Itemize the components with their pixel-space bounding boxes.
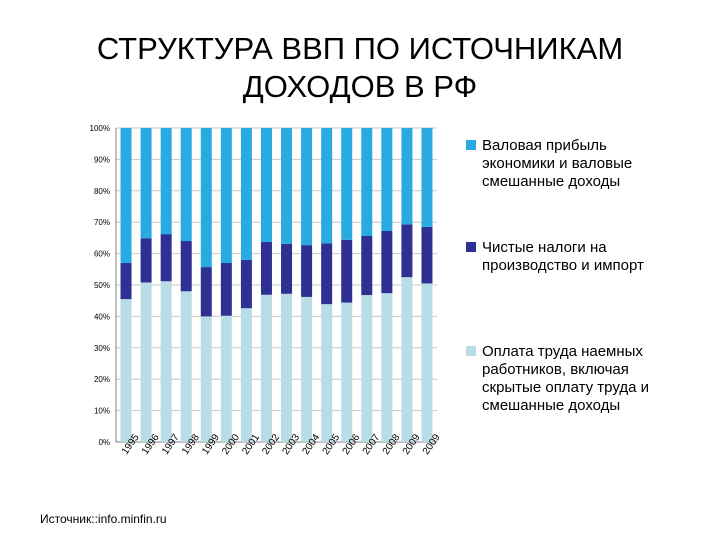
legend-label-wages: Оплата труда наемных работников, включая…: [482, 343, 649, 414]
bar-segment-taxes: [321, 243, 333, 305]
y-tick-label: 0%: [98, 438, 110, 447]
bar-segment-taxes: [220, 263, 232, 316]
chart-title-line-1: СТРУКТУРА ВВП ПО ИСТОЧНИКАМ: [96, 31, 624, 66]
bar-segment-taxes: [301, 245, 313, 297]
bar-segment-profit: [200, 128, 212, 268]
y-tick-label: 70%: [94, 218, 110, 227]
source-note: Источник::info.minfin.ru: [40, 512, 167, 526]
y-tick-label: 60%: [94, 250, 110, 259]
bar-segment-taxes: [260, 241, 272, 295]
bar-segment-profit: [260, 128, 272, 242]
bar-segment-taxes: [421, 226, 433, 284]
bar-segment-taxes: [140, 238, 152, 283]
bar-segment-wages: [341, 302, 353, 442]
bar-segment-taxes: [200, 267, 212, 317]
bar-segment-taxes: [120, 263, 132, 300]
bar-segment-taxes: [401, 224, 413, 278]
bar-segment-wages: [381, 293, 393, 442]
bar-segment-taxes: [281, 243, 293, 294]
bar-segment-wages: [321, 304, 333, 442]
bar-segment-wages: [180, 291, 192, 442]
bar-segment-wages: [361, 295, 373, 442]
legend-swatch-taxes: [466, 242, 476, 252]
legend-swatch-profit: [466, 140, 476, 150]
bar-segment-wages: [301, 296, 313, 442]
bar-segment-profit: [240, 128, 252, 260]
legend-label-profit: Валовая прибыль экономики и валовые смеш…: [482, 137, 633, 190]
bar-segment-wages: [220, 315, 232, 442]
bar-segment-profit: [180, 128, 192, 242]
bar-segment-wages: [281, 293, 293, 442]
bar-segment-taxes: [361, 236, 373, 296]
legend-swatch-wages: [466, 346, 476, 356]
y-tick-label: 50%: [94, 281, 110, 290]
bar-segment-profit: [160, 128, 172, 235]
bar-segment-profit: [140, 128, 152, 239]
bar-segment-taxes: [160, 234, 172, 282]
bar-segment-profit: [120, 128, 132, 264]
chart-title: СТРУКТУРА ВВП ПО ИСТОЧНИКАМ ДОХОДОВ В РФ: [40, 30, 680, 106]
bar-segment-taxes: [240, 259, 252, 309]
y-tick-label: 90%: [94, 155, 110, 164]
bar-segment-profit: [220, 128, 232, 264]
bar-segment-profit: [381, 128, 393, 231]
bar-segment-wages: [120, 299, 132, 442]
bar-segment-wages: [421, 283, 433, 442]
bar-segment-wages: [401, 277, 413, 442]
bar-segment-profit: [361, 128, 373, 237]
bar-segment-wages: [240, 308, 252, 442]
legend-label-taxes: Чистые налоги на производство и импорт: [482, 239, 644, 274]
bar-segment-profit: [301, 128, 313, 246]
y-tick-label: 80%: [94, 187, 110, 196]
y-tick-label: 20%: [94, 375, 110, 384]
bar-segment-taxes: [341, 239, 353, 303]
bar-segment-profit: [281, 128, 293, 244]
y-tick-label: 30%: [94, 344, 110, 353]
y-tick-label: 40%: [94, 312, 110, 321]
bar-segment-wages: [140, 282, 152, 442]
bar-segment-taxes: [381, 230, 393, 294]
y-tick-label: 100%: [90, 124, 110, 133]
bar-segment-profit: [341, 128, 353, 240]
bar-segment-profit: [421, 128, 433, 227]
bar-segment-profit: [401, 128, 413, 225]
chart-title-line-2: ДОХОДОВ В РФ: [242, 69, 478, 104]
bar-segment-wages: [200, 316, 212, 442]
bar-segment-wages: [160, 281, 172, 442]
bar-segment-profit: [321, 128, 333, 244]
bar-segment-taxes: [180, 241, 192, 292]
bar-segment-wages: [260, 294, 272, 442]
y-tick-label: 10%: [94, 407, 110, 416]
